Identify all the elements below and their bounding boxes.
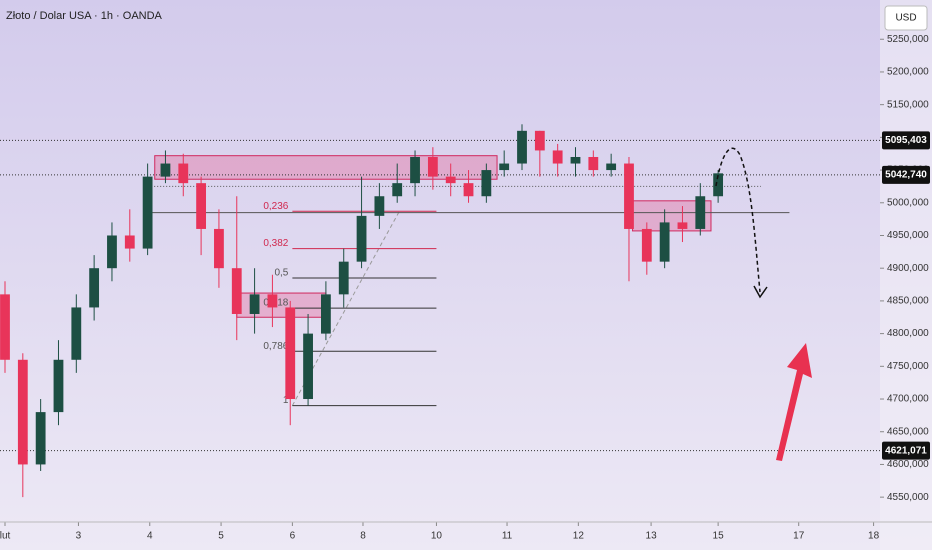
candle-body: [606, 163, 617, 171]
candle-body: [552, 150, 563, 164]
y-tick-label: 4550,000: [887, 492, 929, 503]
candle-body: [534, 130, 545, 151]
x-tick-label: 13: [646, 531, 658, 542]
candle-body: [53, 359, 64, 413]
fib-label: 0,236: [263, 201, 288, 212]
currency-label: USD: [895, 13, 916, 24]
candle-body: [570, 156, 581, 164]
candle-body: [624, 163, 634, 229]
x-tick-label: 10: [431, 531, 443, 542]
price-tag-label: 4621,071: [885, 445, 927, 456]
y-tick-label: 4700,000: [887, 394, 929, 405]
y-tick-label: 5200,000: [887, 67, 929, 78]
price-tag: [882, 441, 930, 460]
chart-title: Złoto / Dolar USA · 1h · OANDA: [6, 10, 163, 22]
y-tick-label: 5250,000: [887, 34, 929, 45]
candle-body: [160, 163, 171, 177]
candle-body: [89, 268, 100, 308]
x-tick-label: 6: [290, 531, 296, 542]
candle-body: [445, 176, 456, 184]
price-tag-label: 5042,740: [885, 169, 927, 180]
candle-body: [427, 156, 438, 177]
fib-label: 0,382: [263, 238, 288, 249]
fib-label: 1: [283, 395, 289, 406]
candle-body: [196, 183, 207, 229]
x-tick-label: 11: [502, 531, 513, 542]
x-tick-label: 17: [793, 531, 805, 542]
candle-body: [392, 183, 403, 197]
x-tick-label: 4: [147, 531, 153, 542]
projection-curve: [715, 147, 761, 293]
candle-body: [142, 176, 153, 249]
candle-body: [356, 215, 367, 262]
candle-body: [481, 170, 492, 197]
candle-body: [410, 156, 420, 184]
x-tick-label: 12: [573, 531, 585, 542]
candle-body: [285, 307, 296, 400]
candle-body: [338, 261, 349, 295]
candle-body: [35, 412, 46, 465]
candle-body: [71, 307, 82, 360]
candle-body: [303, 333, 313, 400]
x-tick-label: lut: [0, 531, 10, 542]
candle-body: [0, 294, 10, 360]
x-tick-label: 8: [360, 531, 366, 542]
plot: 4550,000 4600,000 4650,000 4700,000 4750,000…: [0, 34, 932, 542]
y-tick-label: 4800,000: [887, 328, 929, 339]
candle-body: [499, 163, 510, 171]
x-tick-label: 18: [868, 531, 880, 542]
y-tick-label: 4650,000: [887, 426, 929, 437]
candle-body: [517, 130, 527, 164]
red-arrow: [776, 343, 812, 461]
fib-label: 0,786: [263, 341, 288, 352]
candle-body: [374, 196, 385, 216]
candle-body: [588, 156, 599, 171]
y-tick-label: 4900,000: [887, 263, 929, 274]
candle-body: [713, 173, 724, 197]
zone: [154, 155, 498, 180]
candle-body: [124, 235, 135, 249]
price-tag: [882, 131, 930, 150]
candle-body: [17, 359, 28, 465]
x-tick-label: 3: [76, 531, 82, 542]
candle-body: [231, 268, 242, 314]
y-tick-label: 4600,000: [887, 459, 929, 470]
candle-body: [695, 196, 706, 229]
candle-body: [677, 222, 688, 229]
candle-body: [641, 228, 652, 262]
candle-body: [214, 228, 224, 269]
candle-body: [249, 294, 260, 314]
projection-arrowhead: [753, 285, 768, 299]
candle-body: [659, 222, 670, 262]
fib-label: 0,5: [274, 268, 288, 279]
candle-body: [178, 163, 189, 184]
x-tick-label: 5: [218, 531, 224, 542]
y-tick-label: 4850,000: [887, 296, 929, 307]
x-tick-label: 15: [713, 531, 725, 542]
y-tick-label: 5000,000: [887, 197, 929, 208]
price-tag: [882, 165, 930, 184]
y-tick-label: 4750,000: [887, 361, 929, 372]
candle-body: [107, 235, 117, 269]
price-tag-label: 5095,403: [885, 135, 927, 146]
candle-body: [320, 294, 331, 334]
candle-body: [267, 294, 278, 308]
y-tick-label: 4950,000: [887, 230, 929, 241]
y-tick-label: 5150,000: [887, 99, 929, 110]
candle-body: [463, 183, 474, 197]
currency-box[interactable]: [884, 5, 928, 31]
